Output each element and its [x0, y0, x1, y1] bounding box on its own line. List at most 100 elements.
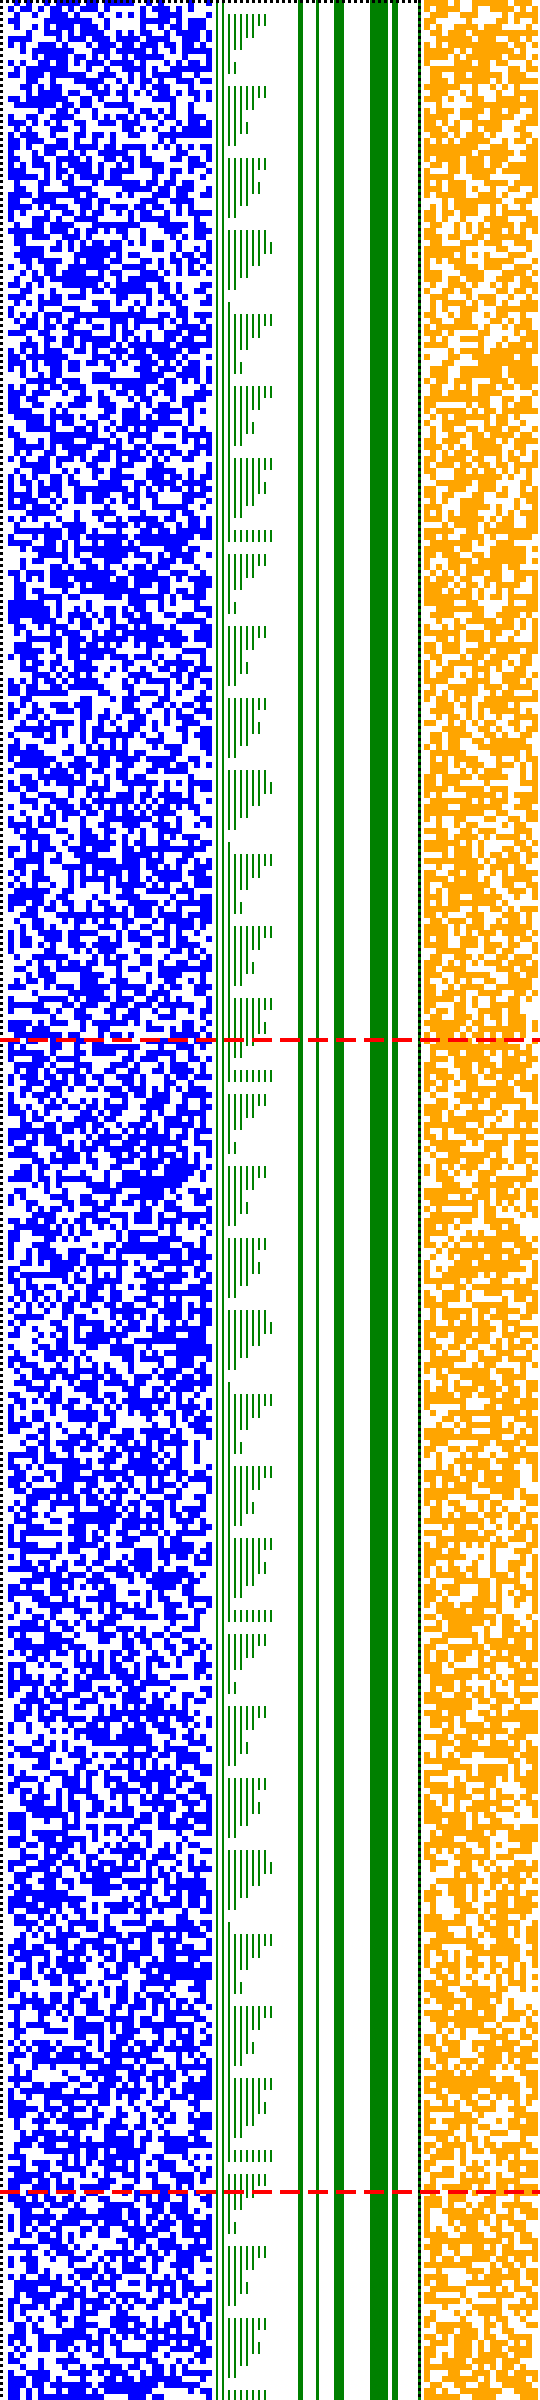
- left-cell: [14, 228, 20, 234]
- left-cell: [152, 426, 158, 432]
- left-cell: [134, 1182, 140, 1188]
- left-cell: [164, 228, 170, 234]
- left-cell: [122, 66, 128, 72]
- left-cell: [56, 108, 62, 114]
- left-cell: [176, 1302, 182, 1308]
- left-cell: [44, 930, 50, 936]
- left-cell: [182, 1416, 188, 1422]
- left-cell: [74, 1548, 80, 1554]
- left-cell: [14, 396, 20, 402]
- left-cell: [134, 630, 140, 636]
- left-cell: [158, 1524, 164, 1530]
- left-cell: [152, 126, 158, 132]
- left-cell: [170, 1512, 176, 1518]
- left-cell: [134, 1464, 140, 1470]
- left-cell: [200, 708, 206, 714]
- left-cell: [158, 630, 164, 636]
- left-cell: [140, 270, 146, 276]
- left-cell: [134, 516, 140, 522]
- left-cell: [122, 282, 128, 288]
- left-cell: [80, 390, 86, 396]
- left-cell: [146, 552, 152, 558]
- left-cell: [68, 1104, 74, 1110]
- left-cell: [188, 546, 194, 552]
- left-cell: [110, 270, 116, 276]
- left-cell: [104, 846, 110, 852]
- left-cell: [92, 1332, 98, 1338]
- left-cell: [158, 1542, 164, 1548]
- left-cell: [140, 1116, 146, 1122]
- left-cell: [128, 438, 134, 444]
- left-cell: [38, 1530, 44, 1536]
- left-cell: [158, 462, 164, 468]
- left-cell: [50, 1074, 56, 1080]
- left-cell: [176, 534, 182, 540]
- left-cell: [56, 720, 62, 726]
- left-cell: [74, 264, 80, 270]
- left-cell: [164, 288, 170, 294]
- left-cell: [146, 534, 152, 540]
- left-cell: [176, 522, 182, 528]
- left-cell: [98, 1548, 104, 1554]
- left-cell: [74, 1236, 80, 1242]
- left-cell: [104, 222, 110, 228]
- left-cell: [146, 936, 152, 942]
- left-cell: [110, 1044, 116, 1050]
- left-cell: [14, 1104, 20, 1110]
- left-cell: [62, 708, 68, 714]
- left-cell: [206, 762, 212, 768]
- left-cell: [170, 390, 176, 396]
- left-cell: [158, 762, 164, 768]
- left-cell: [134, 1458, 140, 1464]
- left-cell: [116, 726, 122, 732]
- left-cell: [32, 828, 38, 834]
- left-cell: [182, 498, 188, 504]
- left-cell: [206, 798, 212, 804]
- left-cell: [128, 828, 134, 834]
- left-cell: [140, 204, 146, 210]
- left-cell: [74, 534, 80, 540]
- left-cell: [134, 324, 140, 330]
- left-cell: [128, 1074, 134, 1080]
- left-cell: [110, 0, 116, 6]
- left-cell: [176, 222, 182, 228]
- left-cell: [152, 864, 158, 870]
- left-cell: [146, 558, 152, 564]
- left-cell: [26, 426, 32, 432]
- left-cell: [200, 480, 206, 486]
- left-cell: [74, 108, 80, 114]
- left-cell: [134, 264, 140, 270]
- left-cell: [122, 1224, 128, 1230]
- left-cell: [68, 774, 74, 780]
- left-cell: [74, 1056, 80, 1062]
- left-cell: [26, 1050, 32, 1056]
- left-cell: [74, 1356, 80, 1362]
- left-cell: [152, 858, 158, 864]
- left-cell: [92, 108, 98, 114]
- left-cell: [32, 618, 38, 624]
- left-cell: [194, 126, 200, 132]
- left-cell: [158, 642, 164, 648]
- left-cell: [44, 1074, 50, 1080]
- left-cell: [44, 846, 50, 852]
- left-cell: [188, 978, 194, 984]
- left-cell: [146, 1152, 152, 1158]
- left-cell: [98, 822, 104, 828]
- left-cell: [86, 1110, 92, 1116]
- left-cell: [158, 1518, 164, 1524]
- left-cell: [38, 1206, 44, 1212]
- left-cell: [80, 984, 86, 990]
- left-cell: [20, 756, 26, 762]
- left-cell: [152, 1422, 158, 1428]
- left-cell: [146, 1098, 152, 1104]
- left-cell: [206, 156, 212, 162]
- left-cell: [188, 1092, 194, 1098]
- left-cell: [116, 162, 122, 168]
- left-cell: [188, 594, 194, 600]
- left-cell: [170, 1176, 176, 1182]
- left-cell: [194, 756, 200, 762]
- left-cell: [140, 378, 146, 384]
- left-cell: [122, 1524, 128, 1530]
- left-cell: [128, 504, 134, 510]
- left-cell: [146, 978, 152, 984]
